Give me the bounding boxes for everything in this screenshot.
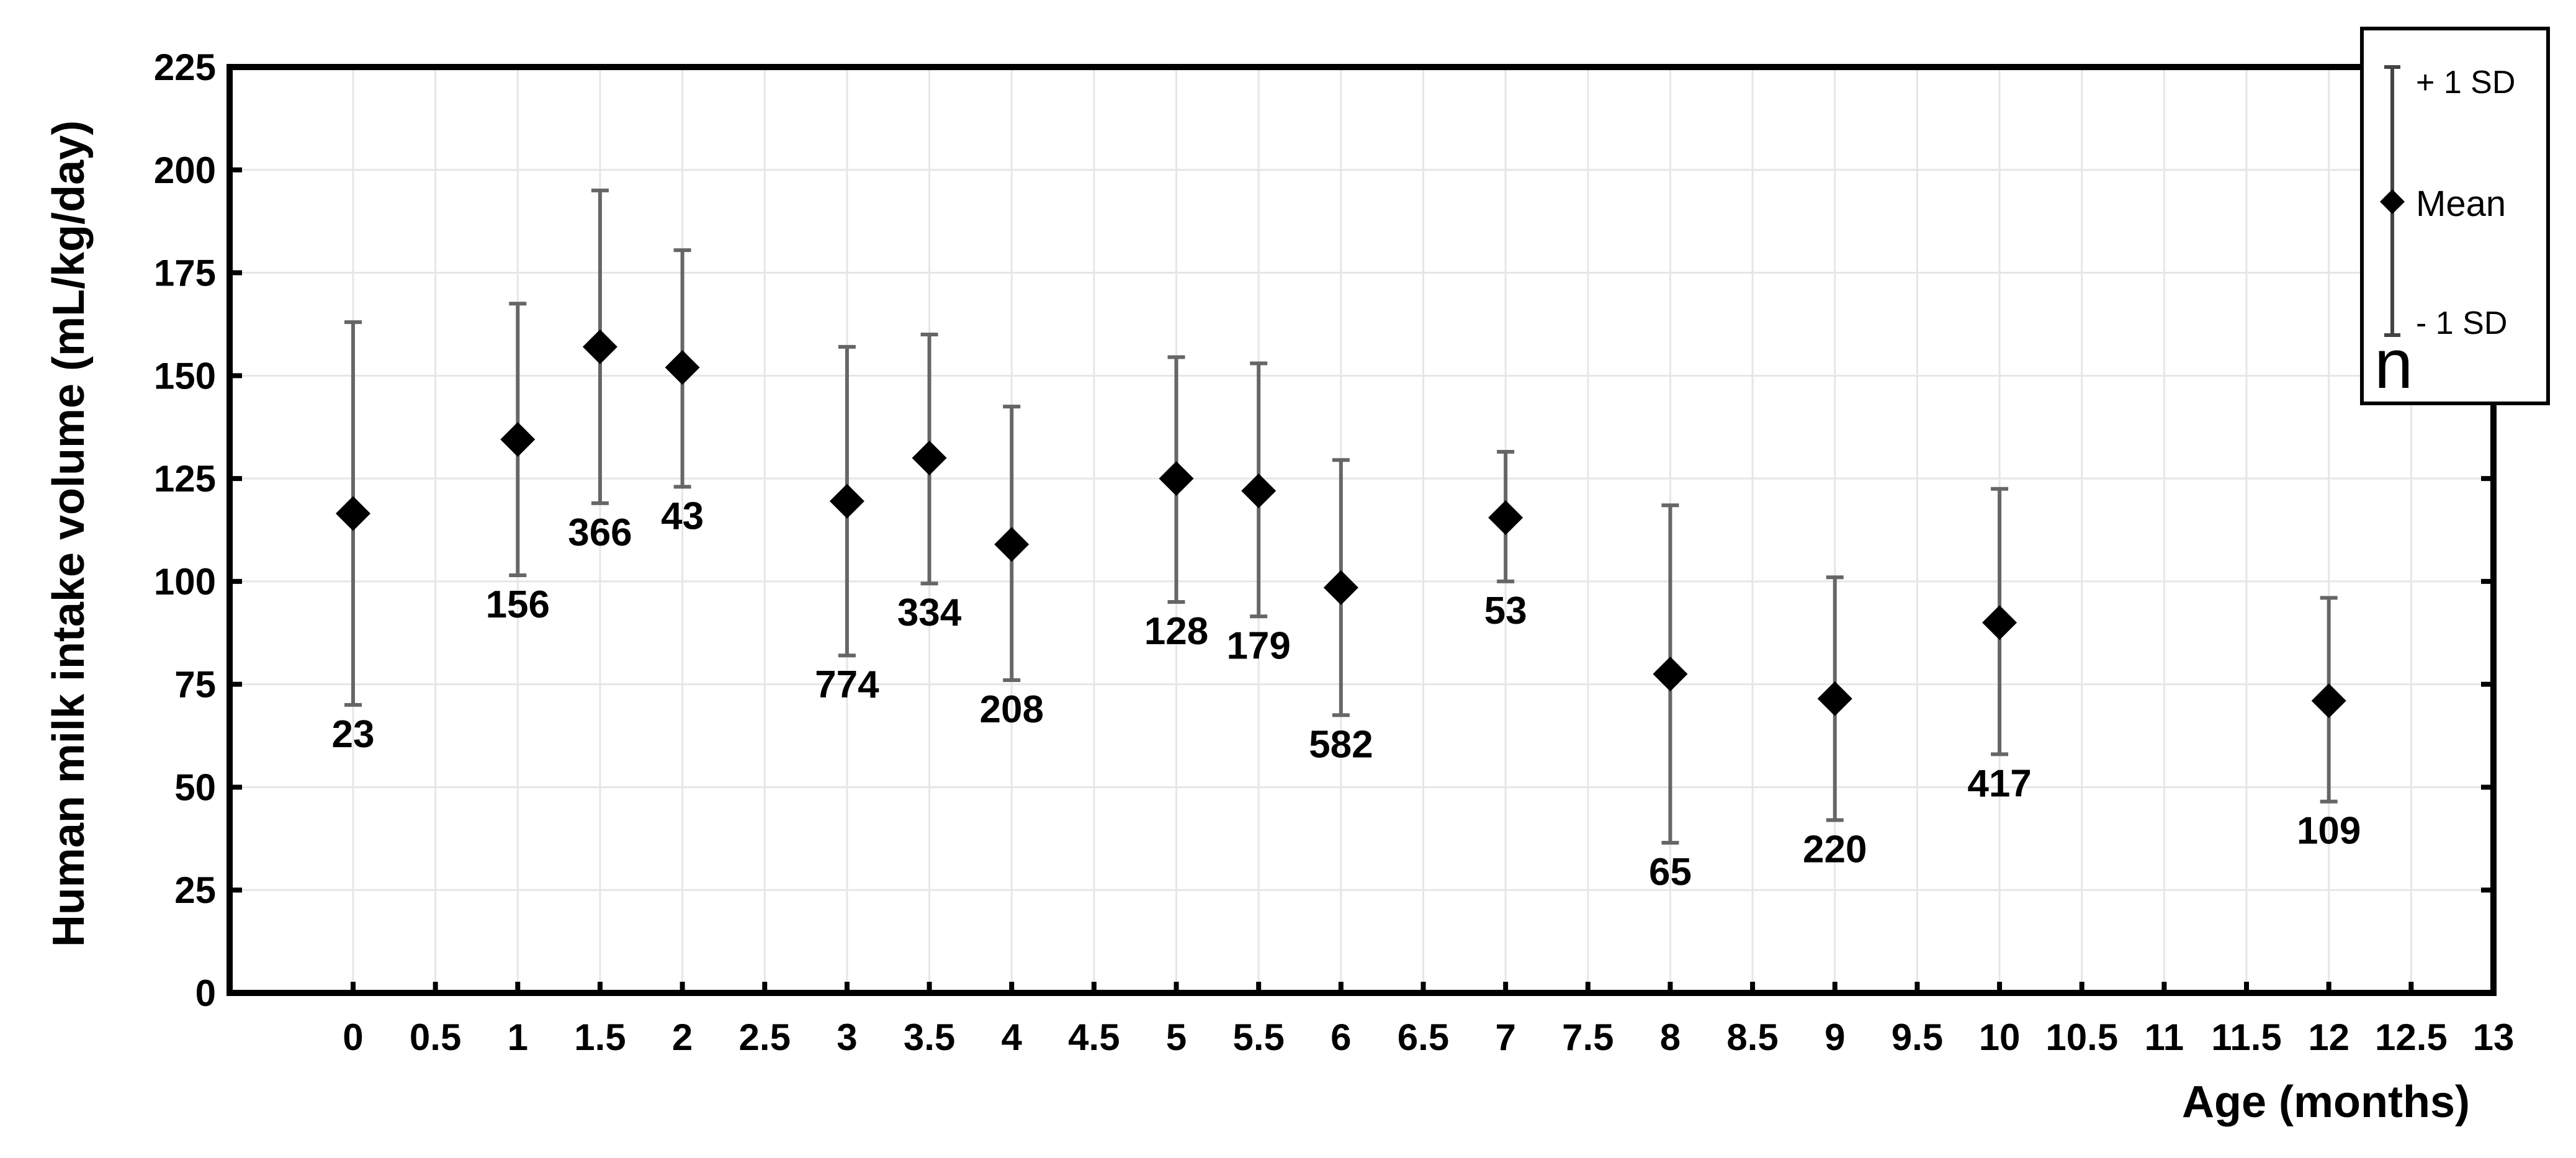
legend-upper-label: + 1 SD	[2416, 65, 2515, 101]
x-tick-label: 2	[672, 1017, 693, 1058]
mean-marker	[665, 350, 700, 385]
mean-marker	[912, 440, 947, 475]
y-tick-label: 175	[154, 253, 216, 294]
x-tick-label: 12	[2308, 1017, 2349, 1058]
x-tick-label: 7.5	[1562, 1017, 1613, 1058]
mean-marker	[994, 527, 1030, 562]
mean-marker	[335, 496, 370, 531]
x-tick-label: 6.5	[1398, 1017, 1449, 1058]
y-tick-label: 50	[174, 766, 216, 808]
x-tick-label: 5	[1166, 1017, 1187, 1058]
x-tick-label: 11.5	[2211, 1017, 2281, 1058]
mean-marker	[1159, 461, 1194, 496]
y-tick-label: 100	[154, 561, 216, 603]
mean-marker	[1817, 681, 1852, 716]
axes	[227, 64, 2497, 996]
mean-marker	[1982, 605, 2017, 640]
legend: + 1 SD Mean - 1 SD n	[2360, 27, 2550, 405]
x-tick-label: 5.5	[1232, 1017, 1284, 1058]
mean-marker	[1488, 500, 1524, 536]
y-axis-title: Human milk intake volume (mL/kg/day)	[44, 120, 94, 947]
y-tick-label: 225	[154, 47, 216, 88]
y-tick-label: 125	[154, 458, 216, 500]
x-tick-label: 8	[1660, 1017, 1681, 1058]
x-tick-label: 4	[1002, 1017, 1023, 1058]
x-tick-label: 1	[508, 1017, 528, 1058]
mean-marker	[500, 422, 536, 457]
n-label: 156	[486, 583, 550, 626]
n-label: 65	[1649, 851, 1692, 894]
x-tick-label: 1.5	[574, 1017, 626, 1058]
x-tick-label: 3.5	[904, 1017, 955, 1058]
legend-lower-label: - 1 SD	[2416, 305, 2507, 341]
x-tick-label: 8.5	[1726, 1017, 1778, 1058]
plot-frame	[227, 64, 2497, 996]
mean-markers	[335, 329, 2346, 719]
mean-marker	[582, 329, 617, 364]
legend-n-label: n	[2374, 325, 2413, 403]
tick-labels: 0 0.5 1 1.5 2 2.5 3 3.5 4 4.5 5 5.5 6 6.5 7 7.5 8 8.5 9 9.5…	[154, 47, 2514, 1058]
x-tick-label: 11	[2145, 1017, 2184, 1058]
mean-marker	[1241, 474, 1277, 509]
x-tick-label: 4.5	[1068, 1017, 1120, 1058]
x-tick-label: 6	[1331, 1017, 1351, 1058]
x-tick-label: 10	[1979, 1017, 2021, 1058]
mean-marker	[1323, 570, 1358, 605]
n-label: 417	[1967, 762, 2031, 805]
n-label: 208	[979, 688, 1043, 731]
n-label: 179	[1226, 624, 1290, 667]
n-label: 43	[661, 495, 704, 537]
n-label: 23	[331, 713, 374, 756]
x-axis-title: Age (months)	[2182, 1077, 2470, 1127]
x-tick-label: 9	[1824, 1017, 1845, 1058]
n-label: 220	[1803, 828, 1867, 871]
x-tick-label: 3	[837, 1017, 857, 1058]
n-label: 582	[1309, 723, 1373, 766]
mean-marker	[1653, 657, 1688, 692]
x-tick-label: 0.5	[410, 1017, 461, 1058]
x-tick-label: 13	[2473, 1017, 2515, 1058]
n-label: 366	[568, 511, 632, 554]
x-tick-label: 12.5	[2375, 1017, 2448, 1058]
x-tick-label: 9.5	[1892, 1017, 1943, 1058]
legend-mean-label: Mean	[2416, 184, 2506, 224]
y-tick-label: 25	[174, 869, 216, 911]
y-tick-label: 150	[154, 355, 216, 397]
x-tick-label: 7	[1495, 1017, 1515, 1058]
x-tick-label: 10.5	[2045, 1017, 2118, 1058]
legend-mean-marker	[2380, 189, 2405, 214]
x-tick-label: 2.5	[739, 1017, 791, 1058]
x-tick-label: 0	[343, 1017, 363, 1058]
n-label: 128	[1144, 610, 1208, 653]
mean-marker	[829, 483, 864, 519]
n-label: 774	[815, 663, 879, 706]
n-label: 109	[2297, 810, 2361, 853]
y-tick-label: 0	[195, 972, 216, 1014]
y-tick-label: 200	[154, 150, 216, 191]
n-label: 334	[897, 591, 962, 634]
n-label: 53	[1484, 590, 1527, 632]
mean-marker	[2311, 683, 2346, 719]
sample-size-labels: 23 156 366 43 774 334 208 128 179 582 53 65 220 417 10…	[331, 495, 2361, 894]
y-tick-label: 75	[174, 664, 216, 706]
